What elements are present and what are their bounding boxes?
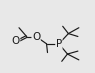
Text: O: O bbox=[12, 36, 20, 46]
Text: P: P bbox=[56, 39, 62, 49]
Text: O: O bbox=[32, 32, 40, 41]
